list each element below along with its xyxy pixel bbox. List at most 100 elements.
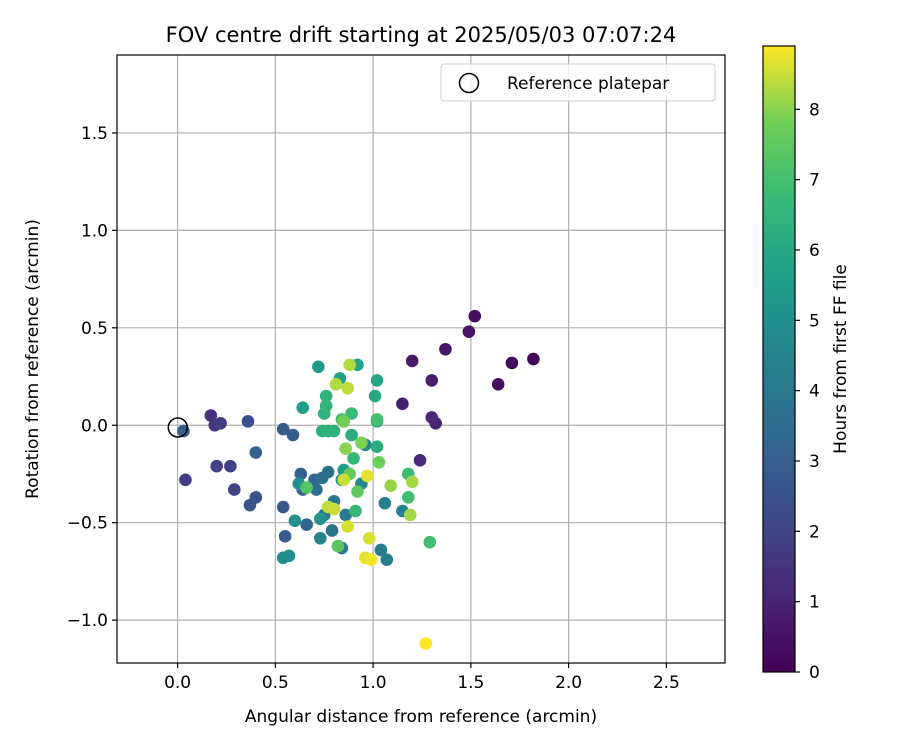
data-point (294, 467, 308, 481)
data-point (327, 502, 341, 516)
colorbar-tick-label: 4 (809, 382, 820, 402)
y-tick-label: 0.5 (81, 319, 108, 339)
data-points (177, 309, 540, 650)
data-point (370, 374, 384, 387)
data-point (310, 483, 323, 496)
data-point (370, 440, 384, 453)
legend-reference-marker (458, 72, 480, 94)
data-point (327, 424, 341, 438)
data-point (300, 518, 313, 531)
data-point (319, 399, 333, 413)
data-point (396, 397, 409, 411)
data-point (372, 455, 386, 469)
colorbar-tick-label: 0 (809, 663, 820, 683)
x-axis: 0.0 0.5 1.0 1.5 2.0 2.5 (164, 663, 680, 693)
data-point (368, 389, 382, 403)
data-point (347, 452, 360, 465)
data-point (343, 358, 356, 372)
data-point (491, 378, 505, 391)
colorbar-tick-label: 2 (809, 522, 820, 542)
x-tick-label: 2.0 (555, 673, 582, 693)
data-point (214, 417, 227, 430)
x-tick-label: 2.5 (653, 673, 680, 693)
data-point (329, 378, 343, 391)
data-point (374, 543, 388, 557)
x-axis-label: Angular distance from reference (arcmin) (245, 707, 597, 727)
y-tick-label: 1.0 (81, 221, 108, 241)
y-tick-label: 1.5 (81, 124, 108, 144)
data-point (405, 354, 419, 368)
data-point (405, 475, 419, 489)
chart-title: FOV centre drift starting at 2025/05/03 … (166, 23, 677, 47)
data-point (380, 553, 394, 567)
data-point (423, 535, 437, 549)
data-point (364, 553, 378, 567)
data-point (462, 325, 476, 339)
data-point (425, 411, 439, 424)
y-axis-label: Rotation from reference (arcmin) (23, 219, 43, 499)
data-point (300, 481, 313, 494)
x-tick-label: 1.0 (360, 673, 387, 693)
data-point (249, 446, 263, 459)
colorbar-ticks: 0 1 2 3 4 5 6 7 8 (795, 100, 820, 683)
y-tick-label: −1.0 (67, 611, 108, 631)
data-point (345, 407, 358, 420)
data-point (227, 483, 241, 496)
data-point (276, 500, 290, 514)
data-point (282, 549, 296, 563)
data-point (241, 415, 255, 428)
data-point (355, 436, 368, 450)
y-tick-label: −0.5 (67, 514, 108, 534)
data-point (413, 454, 427, 467)
data-point (362, 531, 376, 545)
data-point (314, 512, 327, 526)
legend-entry-label: Reference platepar (507, 74, 669, 94)
data-point (339, 508, 353, 522)
data-point (505, 356, 519, 370)
data-point (360, 469, 374, 483)
data-point (349, 504, 362, 518)
data-point (403, 508, 417, 522)
reference-marker (167, 417, 189, 438)
data-point (288, 514, 302, 528)
data-point (243, 498, 257, 512)
legend-box (440, 63, 716, 102)
data-point (439, 342, 452, 356)
data-point (278, 530, 292, 543)
data-point (325, 524, 339, 537)
data-point (296, 401, 310, 415)
x-tick-label: 1.5 (457, 673, 484, 693)
data-point (331, 539, 345, 553)
data-point (179, 473, 192, 487)
colorbar-tick-label: 3 (809, 452, 820, 472)
data-point (339, 442, 353, 455)
data-point (401, 491, 415, 504)
data-point (286, 428, 300, 442)
data-point (224, 459, 237, 473)
grid (117, 55, 725, 663)
data-point (419, 637, 433, 650)
data-point (319, 389, 333, 403)
data-point (276, 422, 290, 436)
data-point (210, 459, 224, 473)
legend: Reference platepar (440, 63, 716, 102)
data-point (337, 415, 351, 428)
data-point (468, 309, 482, 323)
y-axis: −1.0 −0.5 0.0 0.5 1.0 1.5 (67, 124, 117, 631)
colorbar: 0 1 2 3 4 5 6 7 8 Hours from first FF file (762, 45, 851, 683)
x-tick-label: 0.5 (262, 673, 289, 693)
data-point (378, 496, 392, 510)
data-point (341, 520, 354, 533)
data-point (345, 428, 358, 442)
data-point (337, 473, 351, 487)
colorbar-tick-label: 6 (809, 241, 820, 261)
colorbar-tick-label: 1 (809, 593, 820, 613)
data-point (384, 479, 397, 492)
colorbar-tick-label: 8 (809, 100, 820, 120)
data-point (314, 531, 327, 545)
colorbar-tick-label: 7 (809, 171, 820, 191)
data-point (527, 352, 540, 366)
colorbar-label: Hours from first FF file (831, 264, 851, 454)
data-point (321, 465, 335, 479)
